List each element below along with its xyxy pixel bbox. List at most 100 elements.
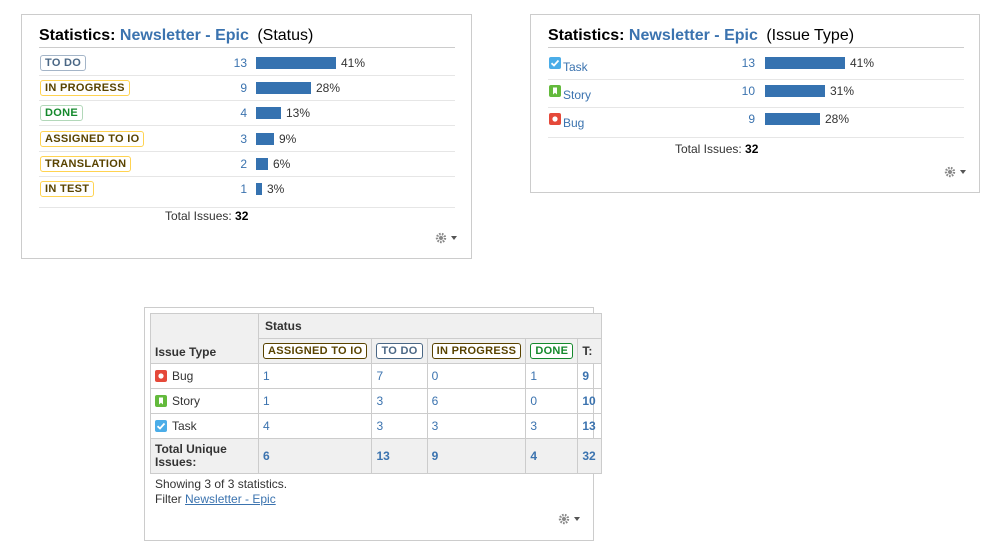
column-header-total: T: <box>577 338 603 364</box>
cell-link[interactable]: 6 <box>426 388 527 414</box>
cell-link[interactable]: 0 <box>426 363 527 389</box>
percent-label: 41% <box>341 56 366 70</box>
table-row: Bug 1 7 0 1 9 <box>150 363 603 389</box>
column-total-link[interactable]: 6 <box>257 438 373 474</box>
percent-label: 6% <box>273 157 291 171</box>
title-filter-link[interactable]: Newsletter - Epic <box>119 27 249 44</box>
cell-link[interactable]: 7 <box>371 363 428 389</box>
status-lozenge-assigned-to-io[interactable]: ASSIGNED TO IO <box>40 131 145 147</box>
story-icon <box>549 85 561 97</box>
table-row: Story 1 3 6 0 10 <box>150 388 603 414</box>
status-lozenge-done[interactable]: DONE <box>530 343 574 359</box>
bar <box>256 82 311 94</box>
count-link[interactable]: 13 <box>233 56 247 70</box>
gadget-settings-gear-icon[interactable] <box>944 166 968 178</box>
cell-link[interactable]: 1 <box>257 388 373 414</box>
percent-label: 9% <box>279 132 297 146</box>
gadget-settings-gear-icon[interactable] <box>558 513 582 525</box>
title-prefix: Statistics: <box>548 27 625 44</box>
status-lozenge-to-do[interactable]: TO DO <box>376 343 423 359</box>
cell-link[interactable]: 1 <box>257 363 373 389</box>
row-total-link[interactable]: 10 <box>577 388 603 414</box>
cell-link[interactable]: 4 <box>257 413 373 439</box>
showing-statistics-text: Showing 3 of 3 statistics. <box>155 477 288 491</box>
filter-label: Filter <box>155 492 182 506</box>
percent-label: 31% <box>830 84 855 98</box>
row-header-bug: Bug <box>150 363 259 389</box>
bar <box>765 113 820 125</box>
gadget-title: Statistics: Newsletter - Epic (Status) <box>39 27 313 45</box>
percent-label: 28% <box>316 81 341 95</box>
total-label: Total Issues: <box>675 142 742 156</box>
issue-type-statistics-gadget: Statistics: Newsletter - Epic (Issue Typ… <box>530 14 980 193</box>
filter-link[interactable]: Newsletter - Epic <box>185 492 276 506</box>
title-suffix: (Status) <box>257 27 314 44</box>
bar <box>765 57 845 69</box>
count-link[interactable]: 3 <box>240 132 247 146</box>
column-header-to-do: TO DO <box>371 338 428 364</box>
cell-link[interactable]: 3 <box>525 413 579 439</box>
status-statistics-gadget: Statistics: Newsletter - Epic (Status) T… <box>21 14 472 259</box>
status-lozenge-in-test[interactable]: IN TEST <box>40 181 95 197</box>
statistics-matrix: Issue Type Status ASSIGNED TO IO TO DO I… <box>150 313 603 474</box>
story-icon <box>155 395 167 407</box>
count-link[interactable]: 9 <box>748 112 755 126</box>
total-issues: Total Issues: 32 <box>165 209 248 223</box>
gadget-settings-gear-icon[interactable] <box>435 232 459 244</box>
status-lozenge-in-progress[interactable]: IN PROGRESS <box>431 343 522 359</box>
bar <box>256 158 268 170</box>
cell-link[interactable]: 3 <box>426 413 527 439</box>
bug-icon <box>155 370 167 382</box>
status-lozenge-done[interactable]: DONE <box>40 105 83 121</box>
column-total-link[interactable]: 9 <box>426 438 527 474</box>
gadget-title: Statistics: Newsletter - Epic (Issue Typ… <box>548 27 854 45</box>
totals-label: Total Unique Issues: <box>150 438 259 474</box>
count-link[interactable]: 4 <box>240 106 247 120</box>
task-icon <box>549 57 561 69</box>
total-value: 32 <box>235 209 249 223</box>
type-link-task[interactable]: Task <box>563 60 588 74</box>
table-row: Task 4 3 3 3 13 <box>150 413 603 439</box>
count-link[interactable]: 1 <box>240 182 247 196</box>
column-header-in-progress: IN PROGRESS <box>426 338 527 364</box>
percent-label: 28% <box>825 112 850 126</box>
count-link[interactable]: 2 <box>240 157 247 171</box>
cell-link[interactable]: 3 <box>371 413 428 439</box>
row-header-story: Story <box>150 388 259 414</box>
status-lozenge-to-do[interactable]: TO DO <box>40 55 87 71</box>
percent-label: 41% <box>850 56 875 70</box>
row-total-link[interactable]: 9 <box>577 363 603 389</box>
cell-link[interactable]: 1 <box>525 363 579 389</box>
row-total-link[interactable]: 13 <box>577 413 603 439</box>
type-link-story[interactable]: Story <box>563 88 592 102</box>
totals-row: Total Unique Issues: 6 13 9 4 32 <box>150 438 603 474</box>
status-lozenge-translation[interactable]: TRANSLATION <box>40 156 132 172</box>
cell-link[interactable]: 3 <box>371 388 428 414</box>
column-total-link[interactable]: 4 <box>525 438 579 474</box>
bar <box>256 183 262 195</box>
column-total-link[interactable]: 13 <box>371 438 428 474</box>
type-link-bug[interactable]: Bug <box>563 116 585 130</box>
count-link[interactable]: 13 <box>741 56 755 70</box>
title-filter-link[interactable]: Newsletter - Epic <box>628 27 758 44</box>
bar <box>765 85 825 97</box>
task-icon <box>155 420 167 432</box>
total-issues: Total Issues: 32 <box>675 142 758 156</box>
title-suffix: (Issue Type) <box>766 27 855 44</box>
column-header-done: DONE <box>525 338 579 364</box>
total-value: 32 <box>745 142 759 156</box>
row-header-task: Task <box>150 413 259 439</box>
status-lozenge-assigned-to-io[interactable]: ASSIGNED TO IO <box>263 343 368 359</box>
bug-icon <box>549 113 561 125</box>
cell-link[interactable]: 0 <box>525 388 579 414</box>
column-header-assigned-to-io: ASSIGNED TO IO <box>257 338 373 364</box>
row-axis-header: Issue Type <box>150 313 259 364</box>
column-axis-header: Status <box>257 313 603 339</box>
count-link[interactable]: 10 <box>741 84 755 98</box>
count-link[interactable]: 9 <box>240 81 247 95</box>
percent-label: 13% <box>286 106 311 120</box>
bar <box>256 107 281 119</box>
filter-line: Filter Newsletter - Epic <box>155 492 276 506</box>
status-lozenge-in-progress[interactable]: IN PROGRESS <box>40 80 130 96</box>
grand-total-link[interactable]: 32 <box>577 438 603 474</box>
